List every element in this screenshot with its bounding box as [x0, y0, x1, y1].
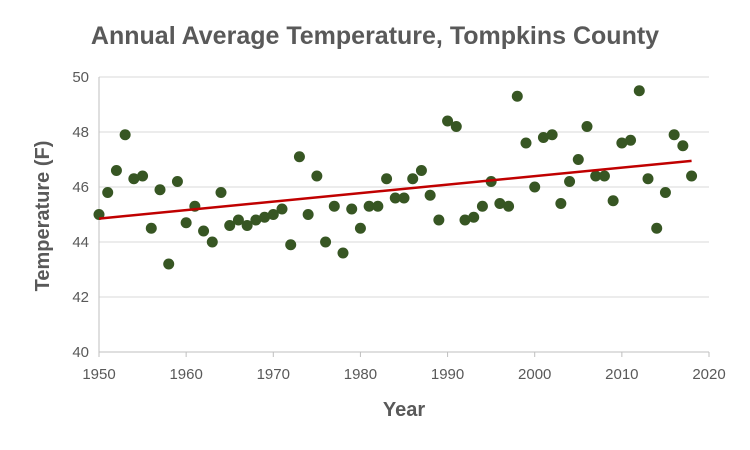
- data-point-1954: [128, 173, 140, 185]
- data-point-1973: [293, 151, 305, 163]
- data-point-2001: [537, 132, 549, 143]
- data-point-2006: [581, 121, 593, 132]
- data-point-2002: [546, 129, 558, 141]
- data-point-2016: [668, 129, 680, 141]
- data-point-1959: [171, 176, 183, 187]
- data-point-1964: [215, 187, 227, 198]
- data-point-1984: [389, 192, 401, 204]
- data-point-1963: [206, 236, 218, 248]
- data-point-1965: [224, 220, 236, 231]
- tick-labels: 40 42 44 46 48 50 1950 1960 1970 1980 1990 2000 2010…: [72, 69, 725, 383]
- x-tick-label: 1990: [431, 366, 464, 383]
- data-point-2012: [633, 85, 645, 97]
- data-point-1998: [511, 90, 523, 102]
- x-tick-label: 1970: [257, 366, 290, 383]
- data-point-1990: [442, 115, 454, 127]
- data-point-1968: [250, 214, 262, 226]
- data-point-1957: [154, 184, 166, 196]
- data-point-2015: [659, 187, 671, 198]
- data-point-1967: [241, 220, 253, 231]
- y-tick-label: 44: [72, 234, 89, 251]
- data-point-1962: [198, 225, 210, 237]
- data-point-1981: [363, 200, 375, 212]
- data-point-1983: [381, 173, 393, 185]
- data-point-2009: [607, 195, 619, 207]
- data-point-2017: [677, 140, 689, 152]
- y-tick-label: 50: [72, 69, 89, 86]
- data-point-1989: [433, 214, 445, 226]
- data-point-2018: [686, 170, 698, 182]
- y-tick-label: 42: [72, 289, 89, 306]
- data-point-1975: [311, 170, 323, 182]
- x-tick-label: 2010: [605, 366, 638, 383]
- x-tick-label: 1980: [344, 366, 377, 383]
- data-point-1952: [110, 165, 122, 176]
- x-tick-label: 1960: [169, 366, 202, 383]
- data-point-2014: [651, 222, 663, 234]
- data-point-2000: [529, 181, 541, 193]
- data-point-1979: [346, 203, 358, 215]
- data-point-1991: [450, 121, 462, 132]
- axes: [98, 77, 710, 357]
- data-point-1966: [232, 214, 244, 226]
- data-point-1986: [407, 173, 419, 185]
- data-point-1956: [145, 222, 157, 234]
- x-tick-label: 2020: [692, 366, 725, 383]
- data-point-1953: [119, 129, 131, 141]
- data-point-1993: [468, 211, 480, 223]
- data-point-1970: [267, 209, 279, 220]
- x-axis-title: Year: [383, 399, 425, 421]
- trendline: [98, 159, 692, 220]
- data-point-2007: [590, 170, 602, 182]
- data-points: [93, 85, 698, 270]
- y-axis-title: Temperature (F): [32, 141, 54, 292]
- data-point-1971: [276, 203, 288, 215]
- data-point-1997: [503, 200, 515, 212]
- data-point-1960: [180, 217, 192, 229]
- data-point-1985: [398, 192, 410, 204]
- data-point-1988: [424, 189, 436, 201]
- data-point-1999: [520, 137, 532, 149]
- data-point-2011: [625, 134, 637, 146]
- data-point-1987: [415, 165, 427, 176]
- data-point-1980: [354, 222, 366, 234]
- data-point-2013: [642, 173, 654, 185]
- data-point-2010: [616, 137, 628, 149]
- data-point-2003: [555, 198, 567, 209]
- trendline-layer: [98, 159, 692, 220]
- data-point-2005: [572, 154, 584, 165]
- data-point-1951: [102, 187, 114, 198]
- gridlines: [99, 76, 709, 298]
- data-point-1977: [328, 200, 340, 212]
- data-point-1969: [259, 211, 271, 223]
- data-point-1955: [137, 170, 149, 182]
- x-tick-label: 2000: [518, 366, 551, 383]
- data-point-2004: [564, 176, 576, 187]
- x-tick-label: 1950: [82, 366, 115, 383]
- data-point-1958: [163, 258, 175, 270]
- data-point-1976: [320, 236, 332, 248]
- y-tick-label: 48: [72, 124, 89, 141]
- data-point-1996: [494, 198, 506, 209]
- data-point-1974: [302, 209, 314, 220]
- data-point-1978: [337, 247, 349, 259]
- data-point-1972: [285, 239, 297, 251]
- data-point-2008: [598, 170, 610, 182]
- data-point-1994: [476, 200, 488, 212]
- data-point-1992: [459, 214, 471, 226]
- chart-title: Annual Average Temperature, Tompkins Cou…: [91, 22, 659, 50]
- data-point-1982: [372, 200, 384, 212]
- y-tick-label: 46: [72, 179, 89, 196]
- y-tick-label: 40: [72, 344, 89, 361]
